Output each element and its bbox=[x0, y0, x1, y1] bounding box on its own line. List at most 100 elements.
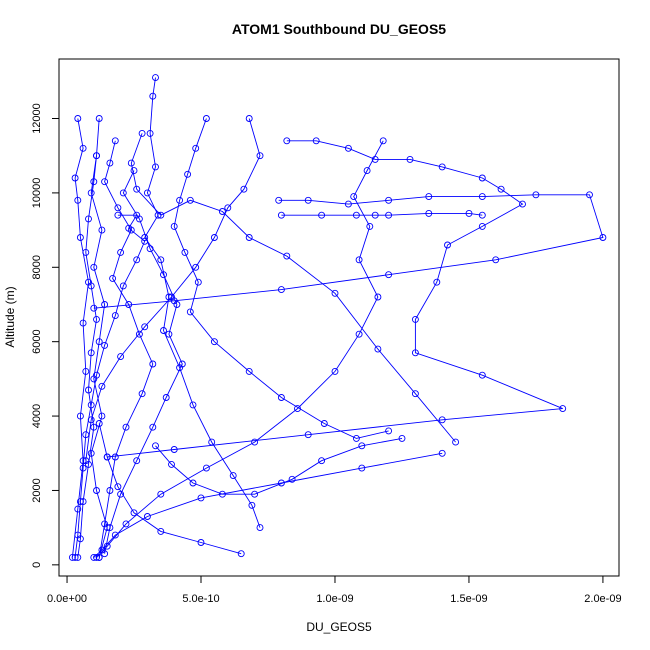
data-point bbox=[101, 341, 109, 349]
data-point bbox=[95, 420, 103, 427]
data-point bbox=[478, 222, 486, 230]
data-point bbox=[519, 200, 526, 208]
data-point bbox=[74, 553, 82, 561]
data-point bbox=[599, 234, 607, 241]
data-point bbox=[385, 211, 393, 219]
x-axis: 0.0e+00 5.0e-10 1.0e-09 1.5e-09 2.0e-09 bbox=[47, 575, 622, 605]
x-tick-label: 0.0e+00 bbox=[47, 593, 87, 605]
data-point bbox=[398, 434, 406, 442]
data-point bbox=[425, 193, 433, 201]
series-11 bbox=[95, 137, 157, 561]
data-point bbox=[95, 553, 103, 561]
x-tick-label: 5.0e-10 bbox=[182, 593, 219, 605]
data-point bbox=[138, 390, 146, 398]
data-point bbox=[103, 542, 111, 550]
data-point bbox=[157, 527, 165, 535]
data-point bbox=[218, 208, 226, 215]
data-point bbox=[411, 390, 419, 398]
series-7 bbox=[103, 137, 567, 461]
data-point bbox=[152, 442, 159, 450]
data-point bbox=[93, 152, 100, 160]
data-point bbox=[189, 401, 197, 409]
data-point bbox=[76, 234, 84, 241]
data-point bbox=[438, 449, 446, 457]
y-tick-label: 6000 bbox=[31, 329, 43, 353]
data-point bbox=[256, 152, 264, 160]
data-point bbox=[106, 524, 114, 532]
data-point bbox=[248, 501, 256, 509]
data-point bbox=[135, 215, 143, 223]
series-layer bbox=[68, 74, 607, 561]
y-axis: 0 2000 4000 6000 8000 10000 12000 bbox=[31, 103, 60, 568]
y-axis-label: Altitude (m) bbox=[3, 286, 17, 347]
series-8 bbox=[93, 137, 387, 561]
data-point bbox=[90, 553, 98, 561]
data-point bbox=[127, 159, 135, 167]
data-point bbox=[318, 211, 326, 219]
data-point bbox=[79, 464, 87, 472]
data-point bbox=[186, 308, 194, 316]
data-point bbox=[304, 196, 312, 204]
series-1 bbox=[68, 115, 92, 561]
data-point bbox=[95, 338, 103, 346]
data-point bbox=[95, 115, 103, 122]
data-point bbox=[122, 423, 130, 431]
data-point bbox=[101, 550, 109, 558]
data-point bbox=[194, 278, 202, 286]
data-point bbox=[385, 271, 393, 279]
series-17 bbox=[101, 167, 186, 558]
data-point bbox=[355, 256, 363, 264]
data-point bbox=[371, 211, 379, 219]
data-point bbox=[184, 170, 192, 178]
series-line bbox=[96, 140, 384, 558]
data-point bbox=[114, 483, 122, 491]
series-line bbox=[98, 140, 154, 558]
series-line bbox=[71, 118, 89, 558]
data-point bbox=[251, 490, 259, 498]
data-point bbox=[492, 256, 500, 264]
data-point bbox=[559, 405, 567, 413]
data-point bbox=[130, 509, 138, 517]
data-point bbox=[93, 371, 100, 379]
data-point bbox=[224, 204, 232, 212]
data-point bbox=[240, 185, 248, 193]
data-point bbox=[117, 353, 125, 361]
data-point bbox=[82, 248, 90, 256]
data-point bbox=[374, 293, 382, 301]
series-line bbox=[98, 423, 242, 555]
data-point bbox=[277, 394, 285, 401]
data-point bbox=[478, 193, 486, 201]
data-point bbox=[138, 129, 146, 137]
data-point bbox=[82, 367, 90, 375]
data-point bbox=[277, 286, 285, 294]
data-point bbox=[318, 457, 326, 465]
data-point bbox=[363, 167, 371, 175]
data-point bbox=[152, 163, 159, 171]
data-point bbox=[93, 315, 100, 323]
data-point bbox=[146, 245, 154, 253]
data-point bbox=[245, 234, 253, 241]
data-point bbox=[411, 349, 419, 357]
series-9 bbox=[90, 449, 446, 561]
data-point bbox=[157, 256, 165, 264]
series-line bbox=[74, 214, 146, 558]
data-point bbox=[304, 431, 312, 439]
data-point bbox=[170, 446, 178, 453]
series-line bbox=[130, 133, 456, 443]
data-point bbox=[497, 185, 505, 193]
series-line bbox=[104, 170, 183, 554]
series-line bbox=[107, 140, 563, 458]
data-point bbox=[106, 159, 114, 167]
data-point bbox=[438, 163, 446, 171]
data-point bbox=[452, 438, 460, 446]
data-point bbox=[87, 349, 95, 357]
data-point bbox=[197, 494, 205, 502]
data-point bbox=[251, 438, 259, 446]
data-point bbox=[146, 129, 154, 137]
data-point bbox=[425, 209, 433, 217]
series-13 bbox=[82, 115, 264, 465]
data-point bbox=[74, 505, 82, 513]
data-point bbox=[98, 412, 106, 420]
data-point bbox=[352, 434, 360, 442]
